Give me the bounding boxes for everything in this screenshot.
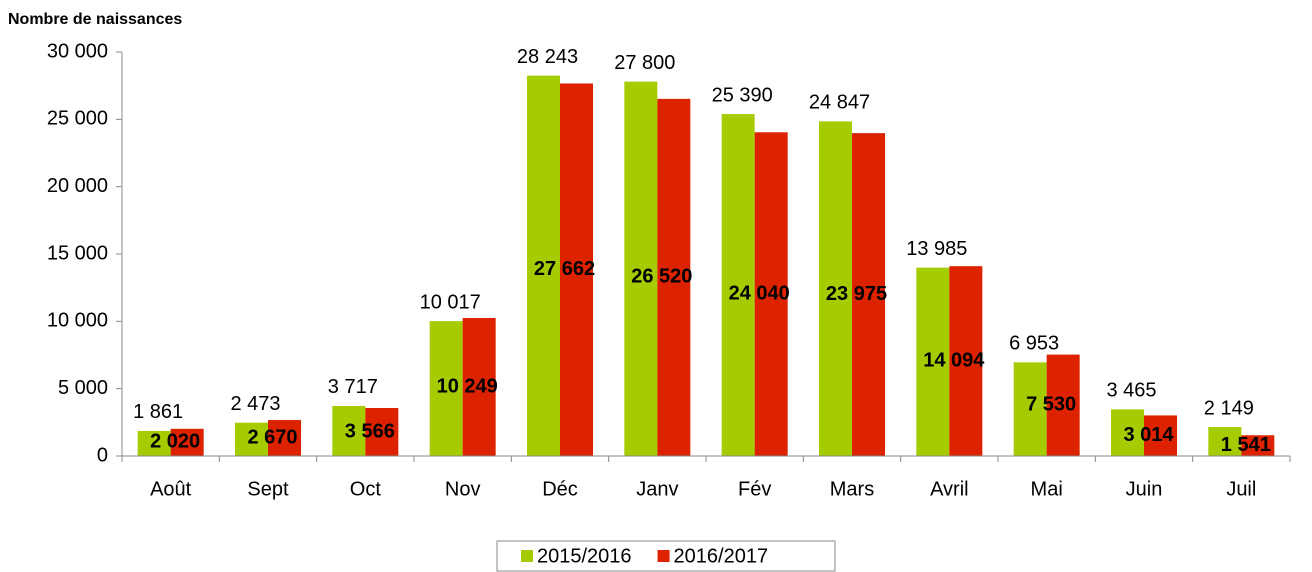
value-label: 7 530 bbox=[1026, 394, 1076, 416]
x-tick-label: Juin bbox=[1126, 478, 1163, 500]
bar bbox=[721, 114, 755, 457]
x-tick-label: Juil bbox=[1226, 478, 1256, 500]
value-label: 14 094 bbox=[923, 349, 985, 371]
value-label: 2 149 bbox=[1204, 397, 1254, 419]
bar bbox=[365, 407, 399, 456]
chart-title: Nombre de naissances bbox=[8, 11, 182, 28]
value-label: 1 861 bbox=[133, 401, 183, 423]
bar bbox=[429, 321, 463, 456]
x-tick-label: Nov bbox=[445, 478, 481, 500]
bar bbox=[754, 132, 788, 456]
value-label: 28 243 bbox=[517, 46, 578, 68]
value-label: 13 985 bbox=[906, 238, 967, 260]
legend-swatch bbox=[657, 550, 670, 562]
bar bbox=[624, 81, 658, 457]
value-label: 10 017 bbox=[420, 291, 481, 313]
y-tick-label: 15 000 bbox=[47, 242, 108, 264]
bar bbox=[819, 121, 852, 456]
value-label: 1 541 bbox=[1221, 434, 1271, 456]
y-tick-label: 25 000 bbox=[47, 108, 108, 130]
value-label: 2 670 bbox=[247, 426, 297, 448]
bar bbox=[949, 266, 983, 456]
x-tick-label: Mars bbox=[830, 478, 874, 500]
bar bbox=[1046, 354, 1080, 456]
y-tick-label: 5 000 bbox=[58, 377, 108, 399]
value-label: 26 520 bbox=[631, 266, 692, 288]
x-tick-label: Déc bbox=[542, 478, 578, 500]
bar bbox=[1013, 362, 1047, 456]
x-tick-label: Mai bbox=[1031, 478, 1063, 500]
value-label: 24 040 bbox=[729, 282, 790, 304]
bar bbox=[170, 428, 204, 456]
bar bbox=[137, 430, 171, 456]
legend-label: 2016/2017 bbox=[674, 545, 769, 567]
x-tick-label: Août bbox=[150, 478, 192, 500]
bar bbox=[235, 422, 268, 456]
x-tick-label: Oct bbox=[350, 478, 382, 500]
value-label: 27 800 bbox=[614, 52, 675, 74]
bar bbox=[1241, 435, 1275, 456]
value-label: 2 020 bbox=[150, 431, 200, 453]
y-tick-label: 30 000 bbox=[47, 40, 108, 62]
bar bbox=[332, 405, 366, 456]
x-tick-label: Fév bbox=[738, 478, 771, 500]
x-tick-label: Janv bbox=[636, 478, 678, 500]
value-label: 23 975 bbox=[826, 283, 887, 305]
value-label: 6 953 bbox=[1009, 333, 1059, 355]
bar bbox=[527, 75, 560, 456]
x-tick-label: Avril bbox=[930, 478, 969, 500]
bar bbox=[657, 98, 691, 456]
y-tick-label: 0 bbox=[97, 444, 108, 466]
bar bbox=[916, 267, 950, 456]
bar bbox=[1111, 409, 1144, 456]
value-label: 27 662 bbox=[534, 258, 595, 280]
y-tick-label: 10 000 bbox=[47, 310, 108, 332]
value-label: 3 717 bbox=[328, 376, 378, 398]
bar bbox=[560, 83, 593, 456]
value-label: 3 014 bbox=[1123, 424, 1174, 446]
value-label: 3 566 bbox=[345, 420, 395, 442]
value-label: 25 390 bbox=[712, 84, 773, 106]
bar bbox=[1144, 415, 1177, 456]
value-label: 2 473 bbox=[230, 393, 280, 415]
legend-swatch bbox=[521, 550, 533, 562]
bar bbox=[268, 420, 301, 456]
value-label: 3 465 bbox=[1106, 380, 1156, 402]
bar bbox=[852, 133, 885, 457]
value-label: 24 847 bbox=[809, 92, 870, 114]
legend-label: 2015/2016 bbox=[537, 545, 632, 567]
bar bbox=[462, 317, 496, 456]
y-tick-label: 20 000 bbox=[47, 175, 108, 197]
bar bbox=[1208, 427, 1242, 456]
x-tick-label: Sept bbox=[247, 478, 289, 500]
value-label: 10 249 bbox=[437, 375, 498, 397]
